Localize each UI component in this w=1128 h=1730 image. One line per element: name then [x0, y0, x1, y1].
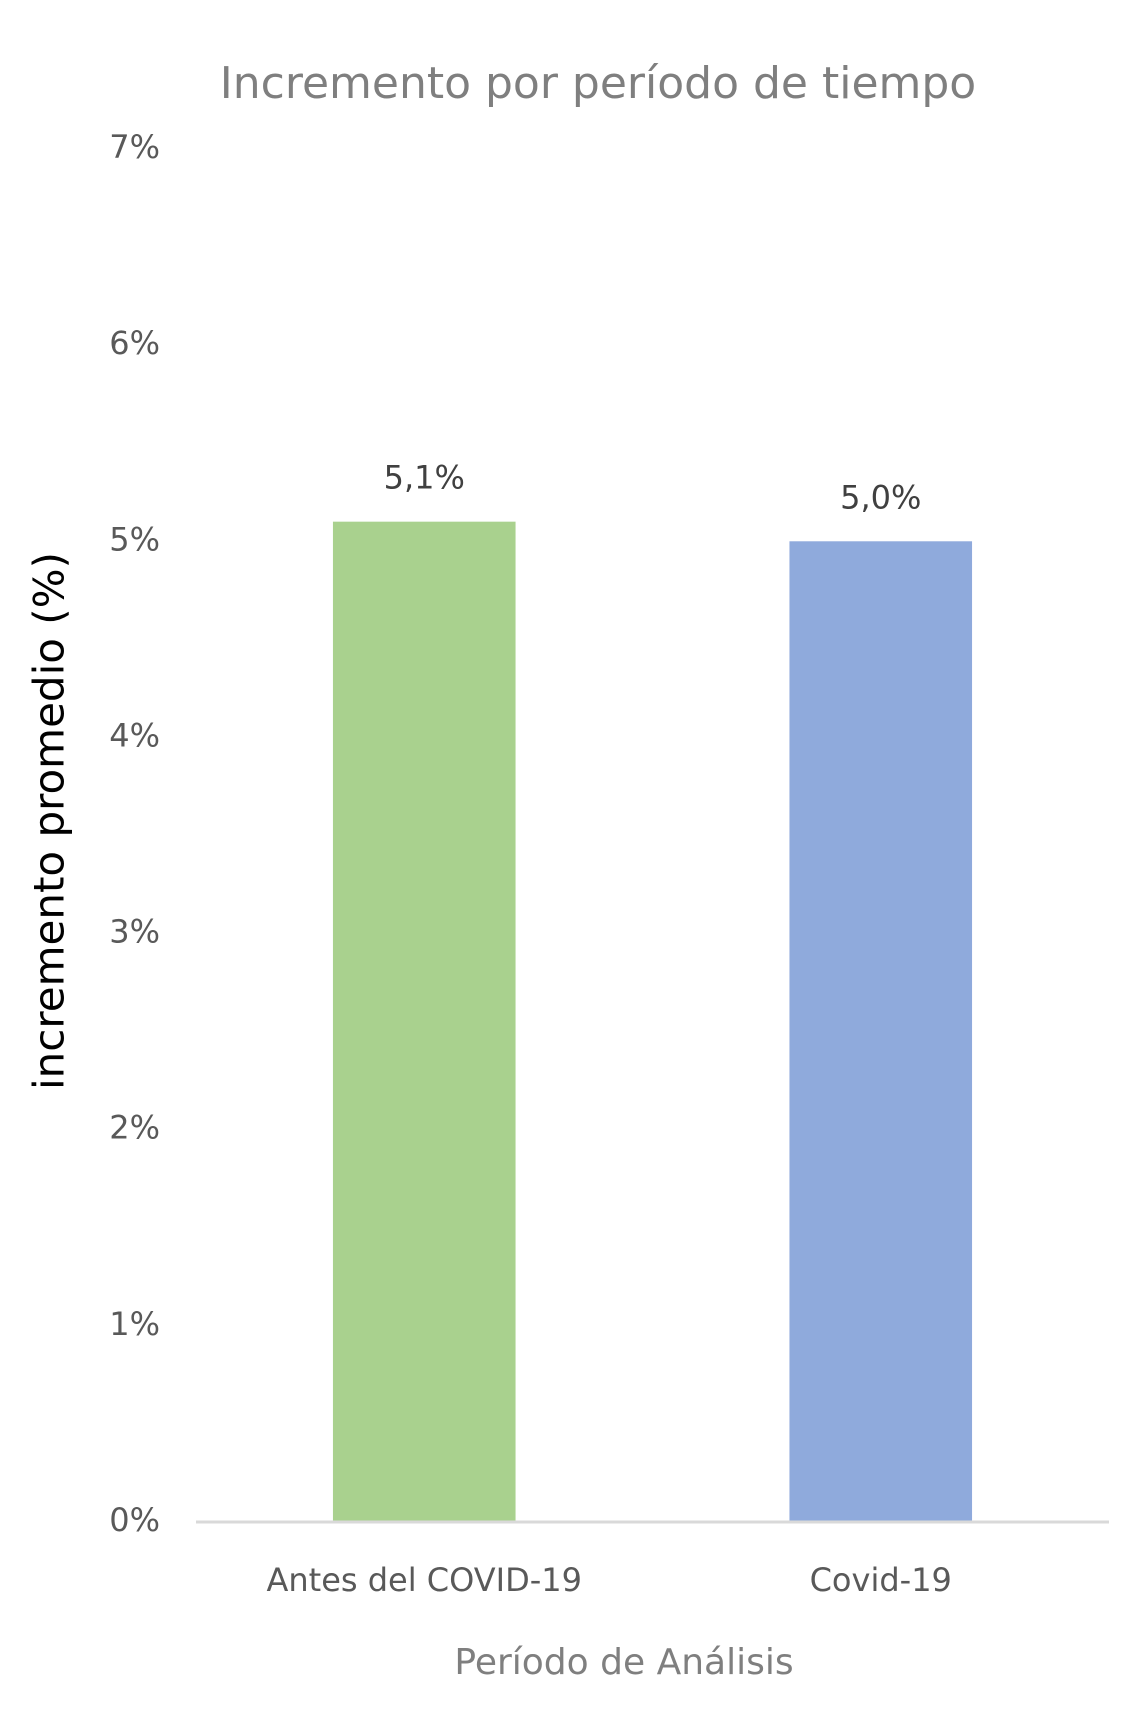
y-tick-label: 4%: [109, 716, 160, 754]
y-tick-label: 0%: [109, 1501, 160, 1539]
y-tick-label: 2%: [109, 1109, 160, 1147]
data-label: 5,0%: [840, 478, 921, 516]
y-tick-label: 3%: [109, 913, 160, 951]
y-tick-label: 6%: [109, 324, 160, 362]
x-axis-title: Período de Análisis: [454, 1642, 793, 1683]
y-axis-title: incremento promedio (%): [25, 552, 74, 1090]
data-label: 5,1%: [384, 459, 465, 497]
bar: [789, 541, 973, 1522]
chart-title: Incremento por período de tiempo: [220, 58, 976, 109]
y-tick-label: 5%: [109, 520, 160, 558]
x-tick-label: Covid-19: [810, 1561, 952, 1599]
y-tick-label: 1%: [109, 1305, 160, 1343]
bar: [332, 521, 516, 1522]
x-tick-label: Antes del COVID-19: [266, 1561, 582, 1599]
y-tick-label: 7%: [109, 128, 160, 166]
